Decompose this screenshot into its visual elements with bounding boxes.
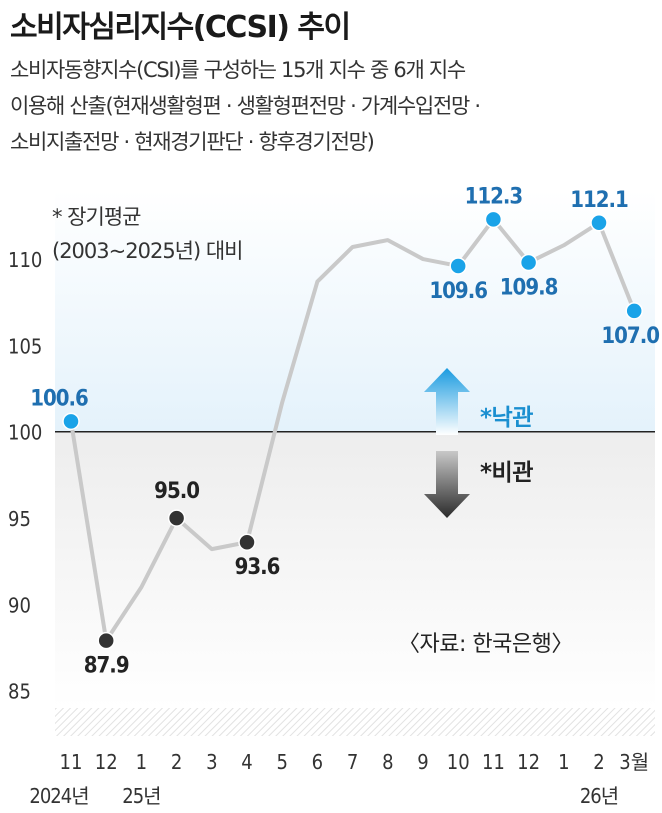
year-label: 26년 <box>580 784 618 808</box>
y-tick-label: 95 <box>8 507 31 531</box>
source-note: 〈자료: 한국은행〉 <box>398 632 573 657</box>
x-tick-label: 10 <box>447 750 470 774</box>
data-point-marker <box>519 253 538 272</box>
x-tick-label: 8 <box>382 750 393 774</box>
x-tick-label: 9 <box>417 750 428 774</box>
data-label: 93.6 <box>235 555 280 580</box>
data-label: 87.9 <box>84 654 129 679</box>
year-label: 2024년 <box>29 784 88 808</box>
data-label: 112.3 <box>465 184 523 209</box>
data-point-marker <box>625 302 643 320</box>
data-point-marker <box>62 412 80 431</box>
data-label: 112.1 <box>570 188 628 213</box>
x-tick-label: 1 <box>558 750 569 774</box>
x-tick-label: 1 <box>136 750 147 774</box>
baseline-note: * 장기평균 (2003~2025년) 대비 <box>52 200 244 268</box>
y-tick-label: 100 <box>8 421 42 445</box>
y-tick-label: 85 <box>8 680 31 704</box>
x-tick-label: 2 <box>593 750 604 774</box>
data-point-marker <box>238 533 256 551</box>
pessimism-label: *비관 <box>480 460 533 486</box>
x-tick-label: 11 <box>482 750 505 774</box>
year-label: 25년 <box>122 784 160 808</box>
optimism-arrow-icon <box>424 368 470 435</box>
baseline-note-line: * 장기평균 <box>52 205 141 229</box>
x-tick-label: 3월 <box>619 750 649 774</box>
y-tick-label: 110 <box>8 248 42 272</box>
optimism-label: *낙관 <box>480 405 533 431</box>
y-tick-label: 105 <box>8 334 42 358</box>
data-label: 109.6 <box>429 279 487 304</box>
pessimism-band <box>55 431 655 708</box>
data-label: 107.0 <box>601 324 659 349</box>
y-tick-label: 90 <box>8 593 31 617</box>
chart-subtitle: 소비자동향지수(CSI)를 구성하는 15개 지수 중 6개 지수 이용해 산출… <box>10 52 660 160</box>
baseline-note-line: (2003~2025년) 대비 <box>52 239 244 263</box>
subtitle-line: 소비지출전망 · 현재경기판단 · 향후경기전망) <box>10 130 375 154</box>
x-tick-label: 6 <box>312 750 323 774</box>
data-point-marker <box>590 214 608 232</box>
x-tick-label: 12 <box>517 750 540 774</box>
optimism-band <box>55 190 655 432</box>
x-tick-label: 11 <box>60 750 83 774</box>
subtitle-line: 이용해 산출(현재생활형편 · 생활형편전망 · 가계수입전망 · <box>10 94 481 118</box>
series-line <box>69 217 637 643</box>
data-point-marker <box>167 509 186 527</box>
x-tick-label: 4 <box>241 750 252 774</box>
x-tick-label: 12 <box>95 750 118 774</box>
x-tick-label: 2 <box>171 750 182 774</box>
chart-title: 소비자심리지수(CCSI) 추이 <box>10 10 351 45</box>
data-label: 100.6 <box>30 386 88 411</box>
data-label: 95.0 <box>154 479 199 504</box>
subtitle-line: 소비자동향지수(CSI)를 구성하는 15개 지수 중 6개 지수 <box>10 58 466 82</box>
data-label: 109.8 <box>500 276 558 301</box>
data-point-marker <box>97 631 115 650</box>
data-point-marker <box>484 210 503 229</box>
pessimism-arrow-icon <box>424 451 470 518</box>
x-tick-label: 5 <box>276 750 287 774</box>
axis-hatch-strip <box>55 708 655 736</box>
x-tick-label: 7 <box>347 750 358 774</box>
x-tick-label: 3 <box>206 750 217 774</box>
data-point-marker <box>449 257 467 275</box>
